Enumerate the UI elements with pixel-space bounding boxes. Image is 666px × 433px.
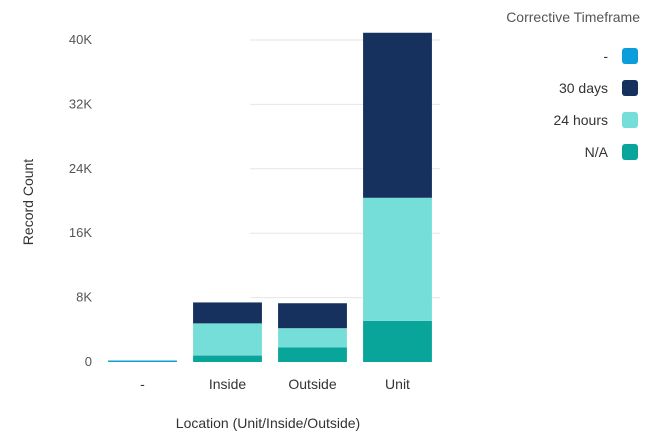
bar-segment[interactable] [108,360,177,363]
bars [108,32,432,363]
bar-segment[interactable] [363,197,432,321]
y-tick-label: 0 [85,354,92,369]
y-tick-label: 16K [69,225,92,240]
legend-swatch[interactable] [622,48,638,64]
bar-segment[interactable] [278,347,347,362]
legend-swatch[interactable] [622,80,638,96]
x-tick-label: Inside [209,376,247,392]
bar-segment[interactable] [193,302,262,324]
bar-segment[interactable] [363,32,432,198]
y-tick-label: 8K [76,290,92,305]
y-axis-ticks: 0 8K 16K 24K 32K 40K [69,32,92,369]
legend-entry-label: - [603,48,608,64]
bar-segment[interactable] [363,320,432,362]
legend-title: Corrective Timeframe [506,9,640,25]
legend[interactable]: Corrective Timeframe - 30 days 24 hours N/A [506,9,640,160]
x-axis-ticks: - Inside Outside Unit [140,376,410,392]
x-tick-label: - [140,376,145,392]
legend-swatch[interactable] [622,144,638,160]
bar-segment[interactable] [278,328,347,348]
legend-entry-label: 30 days [559,80,608,96]
y-tick-label: 32K [69,96,92,111]
bar-segment[interactable] [193,323,262,356]
x-tick-label: Unit [385,376,410,392]
legend-entry-label: N/A [585,144,609,160]
legend-swatch[interactable] [622,112,638,128]
bar-segment[interactable] [193,355,262,362]
bar-segment[interactable] [278,303,347,329]
y-tick-label: 24K [69,161,92,176]
x-tick-label: Outside [288,376,336,392]
x-axis-title: Location (Unit/Inside/Outside) [176,415,360,431]
y-axis-title: Record Count [20,159,36,245]
legend-entry-label: 24 hours [554,112,608,128]
y-tick-label: 40K [69,32,92,47]
